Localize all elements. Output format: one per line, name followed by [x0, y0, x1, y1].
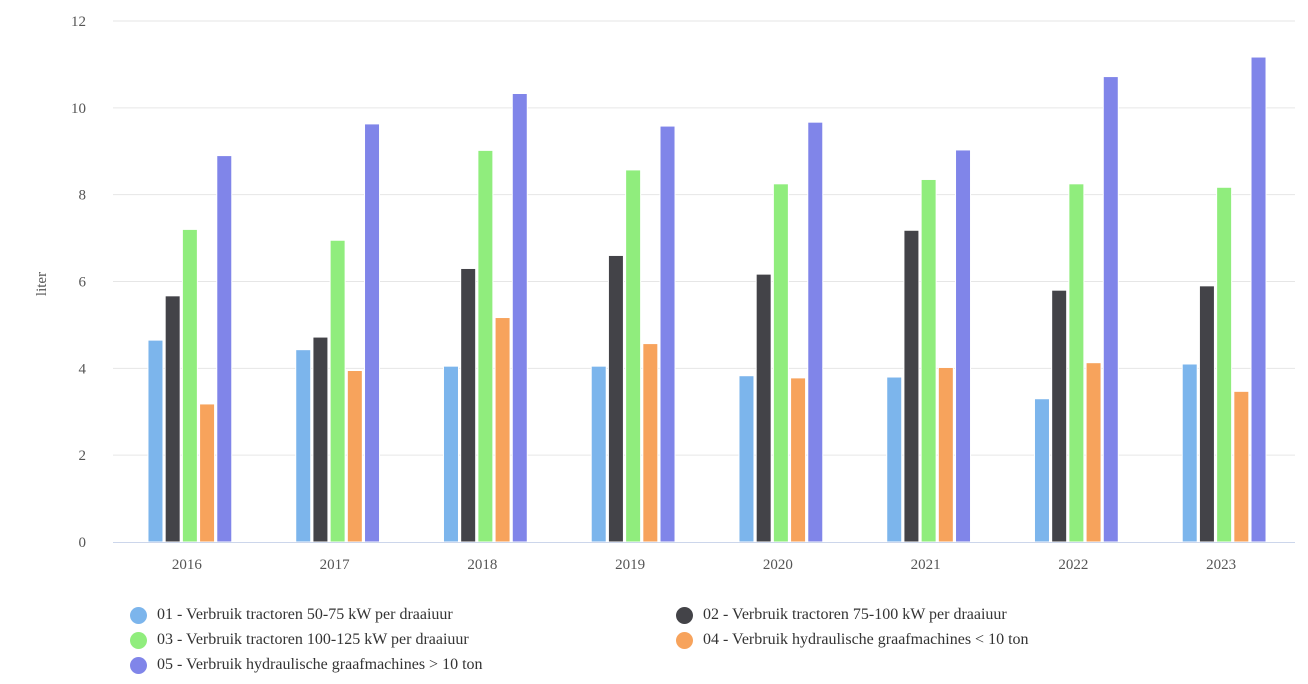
legend-label: 03 - Verbruik tractoren 100-125 kW per d…	[157, 631, 469, 648]
bar	[494, 317, 511, 543]
bar	[659, 125, 676, 543]
bar	[903, 229, 920, 543]
bar	[329, 239, 346, 543]
legend-marker	[676, 631, 693, 649]
y-tick-label: 0	[79, 535, 87, 551]
x-tick-label: 2019	[615, 557, 645, 573]
bar	[920, 178, 937, 543]
bar	[937, 366, 954, 543]
x-tick-label: 2023	[1206, 557, 1236, 573]
bar	[199, 403, 216, 543]
y-axis-label: liter	[34, 272, 50, 296]
bar	[955, 149, 972, 543]
y-tick-label: 10	[71, 101, 86, 117]
bar	[590, 365, 607, 543]
legend-marker	[130, 656, 147, 674]
bar	[1233, 390, 1250, 543]
y-tick-label: 12	[71, 14, 86, 30]
legend-marker	[130, 631, 147, 649]
legend-marker	[676, 606, 693, 624]
legend-item[interactable]: 03 - Verbruik tractoren 100-125 kW per d…	[130, 631, 469, 649]
legend-label: 04 - Verbruik hydraulische graafmachines…	[703, 631, 1029, 648]
legend-label: 01 - Verbruik tractoren 50-75 kW per dra…	[157, 606, 453, 623]
bar	[1250, 56, 1267, 543]
bar	[1033, 398, 1050, 543]
bar	[295, 349, 312, 543]
x-tick-label: 2021	[911, 557, 941, 573]
bar	[164, 295, 181, 543]
bar	[886, 376, 903, 543]
axes: 0 2 4 6 8 10 12 2016 2017 2018 2019 2020 2021 2022 202…	[71, 14, 1295, 573]
y-tick-label: 6	[79, 275, 87, 291]
bar	[442, 365, 459, 543]
bar	[477, 149, 494, 543]
y-tick-label: 8	[79, 188, 87, 204]
bar	[147, 339, 164, 543]
x-tick-label: 2022	[1058, 557, 1088, 573]
bar	[738, 375, 755, 543]
bar	[1198, 285, 1215, 543]
bar	[772, 183, 789, 543]
bar	[790, 377, 807, 543]
bar	[1216, 186, 1233, 543]
legend-marker	[130, 606, 147, 624]
bar	[642, 343, 659, 543]
bar	[1068, 183, 1085, 543]
bar	[511, 93, 528, 543]
legend-item[interactable]: 05 - Verbruik hydraulische graafmachines…	[130, 656, 483, 674]
bar	[755, 273, 772, 543]
bar	[1051, 289, 1068, 543]
bar	[460, 267, 477, 543]
y-tick-label: 2	[79, 448, 87, 464]
legend-label: 05 - Verbruik hydraulische graafmachines…	[157, 656, 483, 673]
x-tick-label: 2020	[763, 557, 793, 573]
legend-label: 02 - Verbruik tractoren 75-100 kW per dr…	[703, 606, 1007, 623]
bar	[1181, 363, 1198, 543]
bar	[1102, 76, 1119, 543]
bar	[1085, 362, 1102, 543]
bar	[181, 228, 198, 543]
y-tick-label: 4	[79, 361, 87, 377]
bars	[147, 56, 1267, 543]
x-tick-label: 2017	[320, 557, 351, 573]
legend-item[interactable]: 02 - Verbruik tractoren 75-100 kW per dr…	[676, 606, 1007, 624]
x-tick-label: 2016	[172, 557, 203, 573]
x-tick-label: 2018	[467, 557, 497, 573]
bar	[625, 169, 642, 543]
legend-item[interactable]: 01 - Verbruik tractoren 50-75 kW per dra…	[130, 606, 453, 624]
bar	[607, 254, 624, 543]
bar	[216, 155, 233, 543]
bar	[312, 336, 329, 543]
bar-chart: 0 2 4 6 8 10 12 2016 2017 2018 2019 2020 2021 2022 202…	[34, 14, 1295, 573]
legend-item[interactable]: 04 - Verbruik hydraulische graafmachines…	[676, 631, 1029, 649]
bar	[346, 370, 363, 543]
bar	[364, 123, 381, 543]
bar	[807, 121, 824, 543]
